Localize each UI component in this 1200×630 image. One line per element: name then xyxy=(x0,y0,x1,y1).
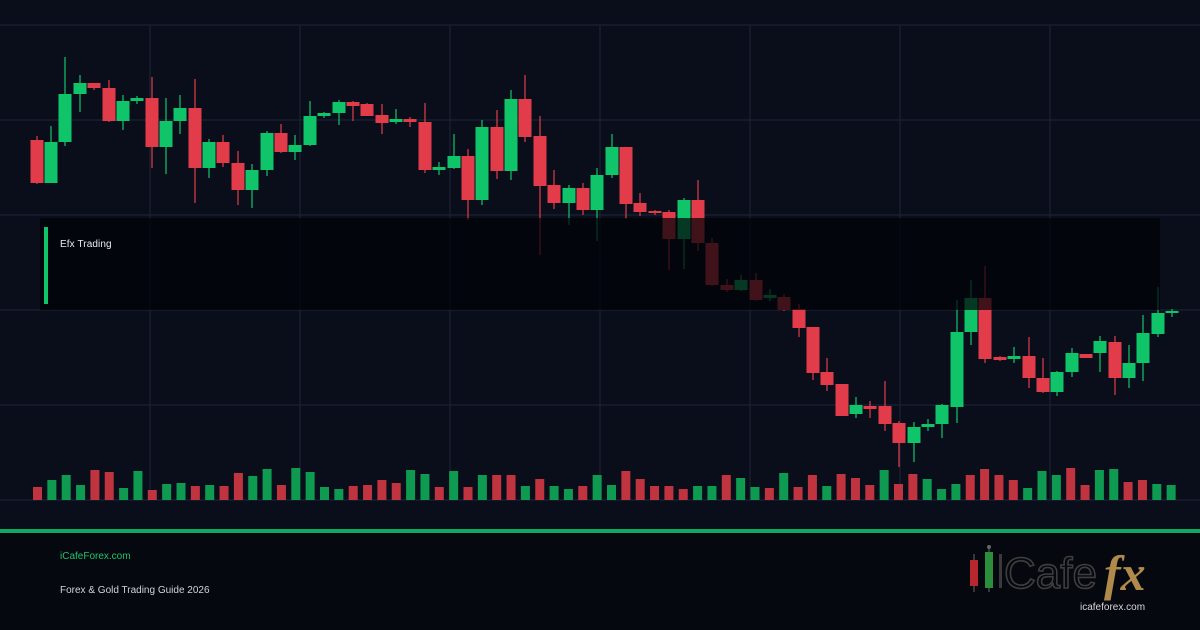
site-link[interactable]: iCafeForex.com xyxy=(60,551,131,562)
accent-bar xyxy=(44,227,48,304)
logo-cafe-text: Cafe xyxy=(1004,549,1097,598)
cafefx-logo: Cafe fx xyxy=(970,545,1146,601)
candles-logo-icon xyxy=(970,545,993,592)
footer-divider xyxy=(0,529,1200,533)
chart-label: Efx Trading xyxy=(60,239,112,250)
chart-label-panel: Efx Trading xyxy=(40,218,1160,310)
logo-url: icafeforex.com xyxy=(1080,602,1146,613)
logo-fx-text: fx xyxy=(1104,545,1146,601)
volume-bars xyxy=(33,468,1176,500)
guide-title: Forex & Gold Trading Guide 2026 xyxy=(60,585,210,596)
